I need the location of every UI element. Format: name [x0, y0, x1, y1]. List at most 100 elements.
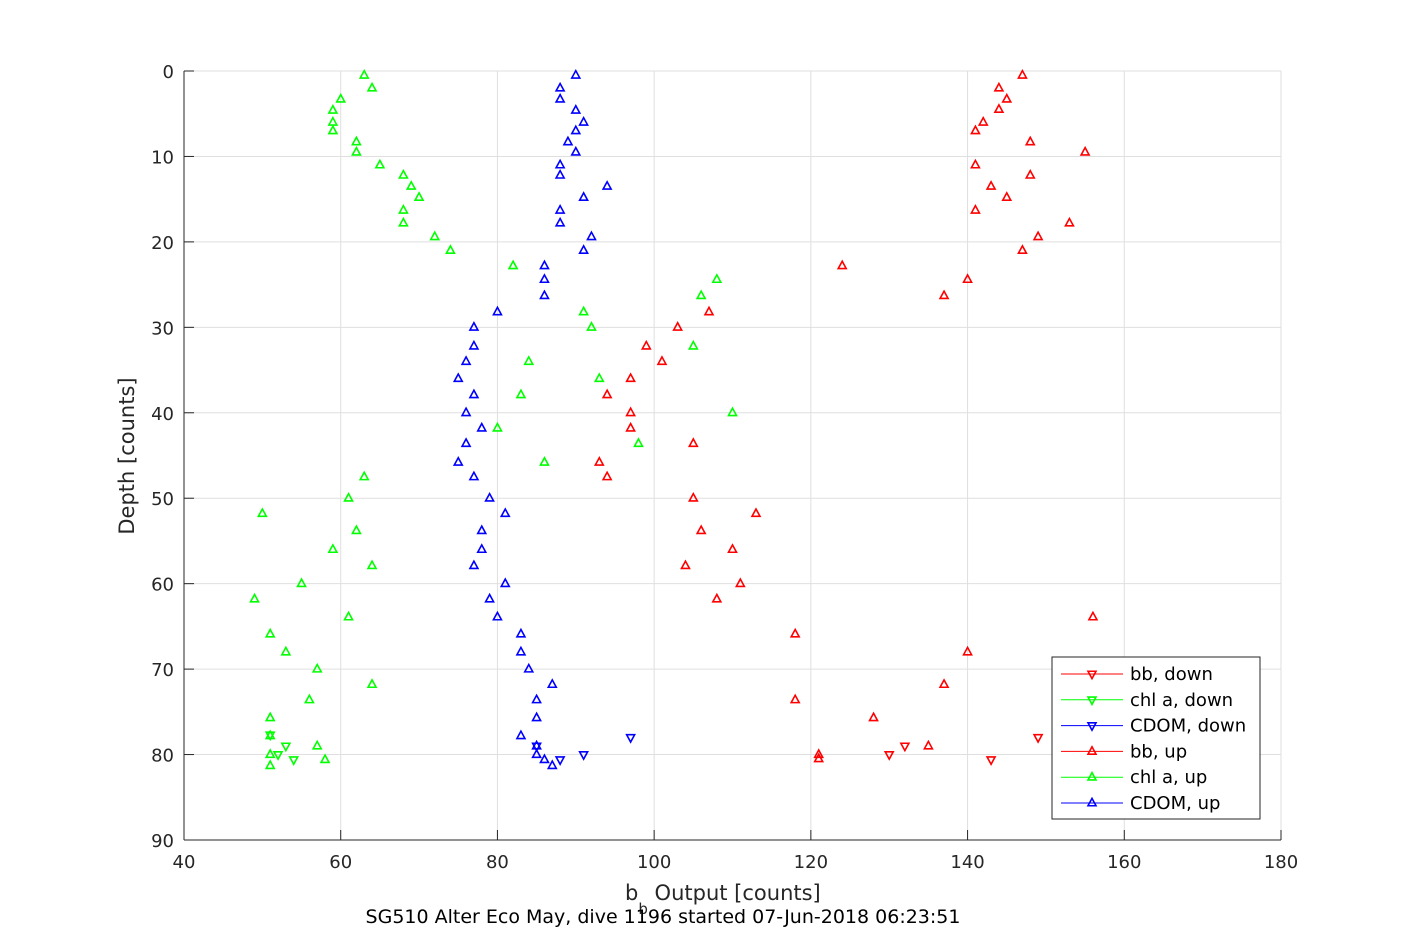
data-point-bb-up — [711, 592, 723, 603]
data-point-cdom-up — [468, 339, 480, 350]
data-point-chl-a-up — [398, 203, 409, 214]
data-point-bb-up — [836, 259, 848, 270]
data-point-bb-up — [1001, 92, 1013, 103]
x-tick-label: 100 — [637, 852, 671, 873]
legend-label-cdom-down: CDOM, down — [1130, 716, 1246, 737]
y-tick-label: 10 — [151, 147, 174, 168]
data-point-chl-a-up — [264, 729, 276, 740]
data-point-bb-up — [734, 577, 746, 588]
data-point-cdom-up — [531, 711, 542, 722]
x-tick-label: 120 — [794, 852, 828, 873]
data-point-bb-up — [1032, 230, 1044, 241]
x-tick-label: 60 — [329, 852, 352, 873]
data-point-bb-up — [1017, 68, 1028, 79]
y-tick-label: 50 — [151, 489, 174, 510]
data-point-chl-a-up — [351, 135, 362, 146]
data-point-chl-a-up — [695, 289, 707, 300]
data-point-cdom-up — [460, 437, 472, 448]
data-point-chl-a-up — [405, 180, 417, 190]
data-point-chl-a-up — [539, 456, 550, 466]
x-tick-label: 40 — [173, 852, 196, 873]
x-tick-label: 140 — [950, 852, 984, 873]
data-point-chl-a-up — [413, 191, 425, 202]
legend-marker-bb-down — [1086, 670, 1098, 681]
y-tick-label: 60 — [151, 575, 174, 596]
data-point-chl-a-up — [257, 507, 268, 518]
data-point-cdom-up — [531, 693, 542, 704]
series-bb-down — [883, 733, 1044, 766]
data-point-chl-a-up — [366, 678, 378, 689]
data-points — [249, 68, 1099, 770]
data-point-chl-a-up — [515, 388, 527, 399]
data-point-chl-a-up — [429, 230, 441, 241]
data-point-chl-a-down — [288, 756, 300, 766]
data-point-bb-up — [923, 739, 934, 750]
data-point-bb-up — [625, 406, 636, 417]
data-point-bb-up — [970, 124, 981, 135]
data-point-chl-a-up — [264, 711, 276, 722]
y-tick-label: 0 — [163, 62, 174, 83]
data-point-chl-a-up — [264, 748, 276, 759]
data-point-cdom-down — [554, 756, 566, 766]
x-tick-label: 160 — [1107, 852, 1141, 873]
data-point-bb-up — [938, 289, 950, 300]
legend-label-chl-a-up: chl a, up — [1130, 767, 1207, 788]
data-point-cdom-up — [452, 372, 464, 383]
data-point-bb-up — [656, 355, 668, 366]
data-point-cdom-up — [468, 470, 480, 481]
legend-marker-chl-a-down — [1086, 696, 1098, 707]
data-point-cdom-up — [499, 507, 511, 518]
data-point-cdom-up — [460, 355, 472, 366]
data-point-chl-a-up — [343, 491, 354, 502]
data-point-bb-up — [1024, 168, 1036, 179]
x-axis-label-subscript: b — [638, 900, 648, 918]
data-point-bb-up — [1001, 191, 1013, 202]
data-point-bb-up — [727, 543, 738, 554]
tick-labels: 40 60 80 100 120 140 160 180 0 10 20 30 40 50 60 70 80 90 — [151, 62, 1298, 873]
data-point-cdom-down — [531, 742, 542, 753]
legend-label-cdom-up: CDOM, up — [1130, 793, 1220, 814]
data-point-cdom-up — [539, 289, 550, 300]
data-point-cdom-up — [531, 748, 542, 759]
data-point-bb-up — [703, 305, 715, 316]
data-point-bb-up — [813, 752, 825, 763]
legend-marker-cdom-down — [1086, 722, 1098, 732]
data-point-bb-up — [687, 491, 699, 502]
data-point-bb-down — [985, 756, 997, 766]
data-point-bb-up — [1017, 244, 1028, 254]
series-bb-up — [593, 68, 1099, 763]
data-point-bb-up — [1064, 216, 1075, 227]
data-point-bb-up — [962, 645, 973, 656]
legend-label-bb-up: bb, up — [1130, 741, 1187, 762]
data-point-cdom-up — [570, 104, 582, 114]
data-point-chl-a-up — [264, 627, 276, 638]
data-point-bb-up — [813, 748, 825, 759]
data-point-chl-a-up — [366, 81, 378, 92]
data-point-bb-up — [993, 81, 1005, 92]
y-axis-label: Depth [counts] — [115, 377, 139, 534]
data-point-chl-a-up — [633, 437, 644, 448]
x-axis-label-rest: Output [counts] — [648, 881, 821, 905]
data-point-cdom-up — [554, 92, 566, 103]
data-point-cdom-up — [546, 759, 558, 770]
data-point-chl-a-up — [366, 559, 378, 570]
data-point-cdom-up — [570, 68, 582, 79]
data-point-chl-a-up — [586, 321, 597, 331]
data-point-cdom-up — [492, 305, 503, 316]
data-point-chl-a-up — [249, 592, 260, 603]
data-point-chl-a-up — [319, 753, 331, 764]
data-point-chl-a-up — [264, 759, 276, 770]
data-point-bb-up — [962, 273, 973, 284]
data-point-bb-up — [625, 421, 636, 432]
data-point-cdom-up — [452, 456, 464, 466]
data-point-cdom-up — [468, 559, 480, 570]
legend-marker-cdom-up — [1086, 796, 1098, 807]
data-point-cdom-up — [570, 145, 582, 156]
data-point-bb-up — [593, 456, 605, 466]
data-point-chl-a-up — [327, 124, 339, 135]
data-point-chl-a-up — [311, 662, 323, 673]
data-point-cdom-up — [586, 230, 597, 241]
data-point-chl-a-up — [335, 92, 347, 103]
data-point-bb-up — [789, 693, 801, 704]
legend-marker-bb-up — [1086, 745, 1098, 755]
